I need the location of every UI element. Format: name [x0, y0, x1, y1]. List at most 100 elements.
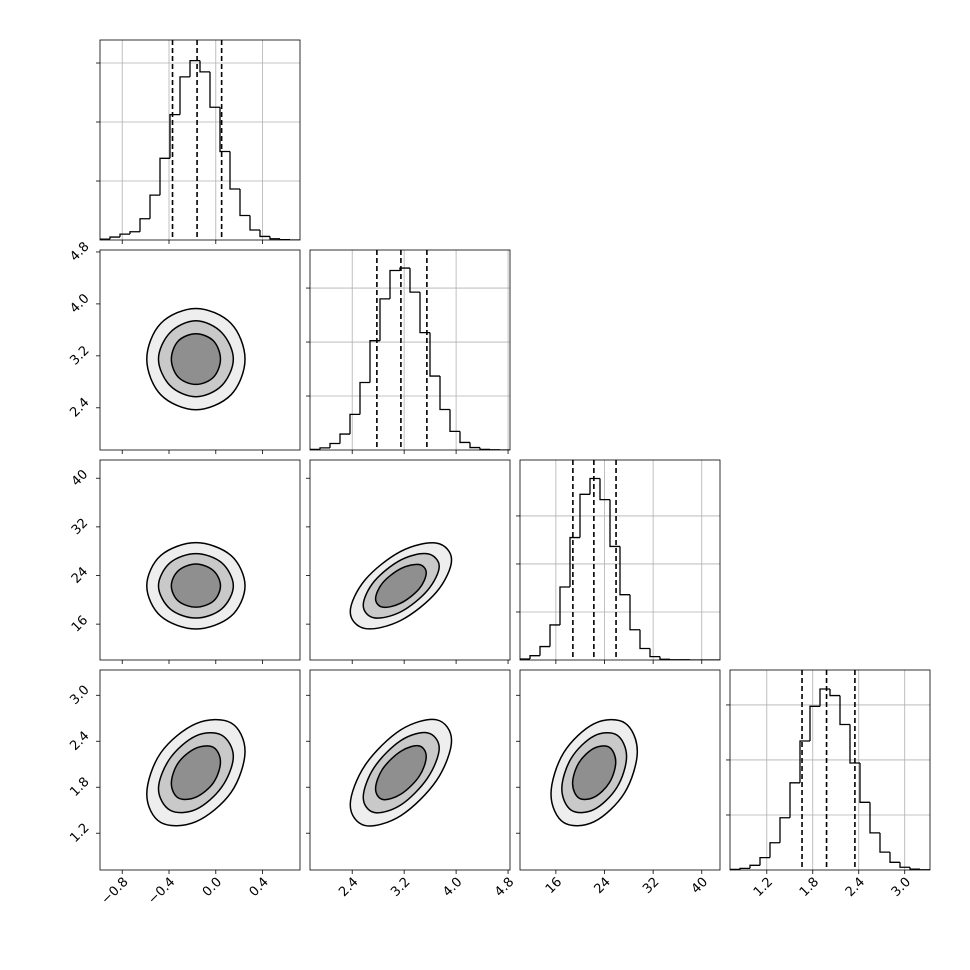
histogram-step [459, 431, 470, 444]
histogram-step [619, 546, 630, 596]
panel-frame [729, 669, 931, 871]
histogram-step [879, 832, 890, 853]
histogram-step [529, 655, 540, 660]
histogram-step [629, 594, 640, 631]
plot-area [520, 460, 720, 660]
contour [374, 563, 427, 609]
histogram-step [219, 107, 230, 153]
panel-frame [309, 459, 511, 661]
contour [571, 745, 617, 801]
histogram-step [859, 762, 870, 803]
histogram-step [379, 298, 390, 341]
panel-frame [99, 249, 301, 451]
panel-frame [519, 459, 721, 661]
panel-frame [309, 669, 511, 871]
plot-area [310, 250, 510, 450]
histogram-step [129, 231, 140, 235]
histogram-step [469, 442, 480, 449]
histogram-step [649, 648, 660, 658]
histogram-step [439, 376, 450, 411]
histogram-step [759, 856, 770, 866]
histogram-step [359, 381, 370, 415]
plot-area [349, 542, 453, 630]
histogram-step [599, 478, 610, 501]
plot-area [349, 718, 453, 827]
histogram-step [429, 332, 440, 377]
plot-area [550, 718, 639, 827]
histogram-step [829, 688, 840, 697]
histogram-step [579, 493, 590, 538]
contour [170, 745, 222, 801]
histogram-step [799, 740, 810, 783]
histogram-step [169, 113, 180, 159]
panel-frame [99, 669, 301, 871]
histogram-step [310, 448, 320, 450]
histogram-step [869, 802, 880, 834]
histogram-step [609, 499, 620, 548]
histogram-step [159, 157, 170, 196]
histogram-step [399, 267, 410, 271]
histogram-step [269, 236, 280, 240]
histogram-step [119, 233, 130, 238]
histogram-step [149, 194, 160, 219]
plot-area [146, 307, 246, 411]
histogram-step [839, 695, 850, 726]
panel [306, 459, 511, 664]
plot-area [100, 40, 300, 240]
panel-frame [309, 249, 511, 451]
histogram-step [179, 76, 190, 115]
histogram-step [329, 442, 340, 448]
histogram-step [889, 852, 900, 863]
histogram-step [100, 238, 110, 240]
histogram-step [409, 268, 420, 293]
histogram-step [479, 447, 490, 450]
histogram-step [589, 477, 600, 495]
contour [170, 563, 222, 608]
panel-frame [99, 459, 301, 661]
histogram-step [229, 151, 240, 190]
panel [516, 459, 721, 664]
histogram-step [139, 218, 150, 232]
histogram-step [449, 409, 460, 433]
panel: 2.43.24.04.8 [67, 239, 301, 454]
contour [374, 744, 427, 801]
histogram-step [539, 645, 550, 656]
histogram-step [779, 817, 790, 843]
histogram-step [349, 413, 360, 435]
histogram-step [730, 868, 740, 870]
panel-frame [99, 39, 301, 241]
histogram-step [739, 867, 750, 870]
histogram-step [239, 188, 250, 217]
histogram-step [259, 229, 270, 238]
histogram-step [569, 536, 580, 588]
histogram-step [899, 862, 910, 868]
histogram-step [339, 433, 350, 444]
histogram-step [389, 269, 400, 299]
histogram-step [849, 724, 860, 764]
histogram-step [749, 864, 760, 869]
histogram-step [109, 236, 120, 240]
histogram-step [659, 656, 670, 660]
histogram-step [559, 586, 570, 625]
contour [170, 333, 222, 386]
panel [96, 39, 301, 244]
histogram-step [199, 60, 210, 73]
histogram-step [909, 867, 920, 870]
histogram-step [789, 782, 800, 818]
histogram-step [209, 71, 220, 108]
plot-area [146, 541, 246, 630]
histogram-step [249, 215, 260, 231]
plot-area [146, 718, 246, 827]
histogram-step [319, 447, 330, 450]
histogram-step [639, 629, 650, 650]
histogram-step [520, 658, 530, 660]
plot-area [730, 670, 930, 870]
histogram-step [769, 842, 780, 858]
histogram-step [549, 624, 560, 647]
histogram-step [809, 705, 820, 741]
panel-frame [519, 669, 721, 871]
